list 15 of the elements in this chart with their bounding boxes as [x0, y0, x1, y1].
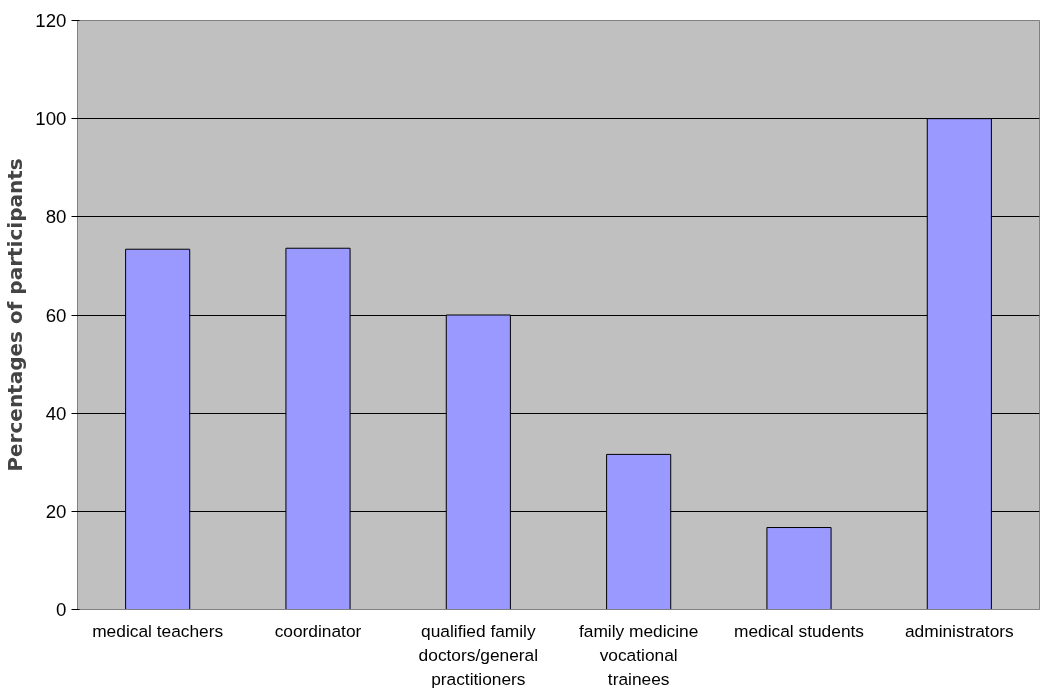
y-tick-label: 20: [45, 500, 67, 522]
x-tick-label: qualified family doctors/general practitioners: [418, 620, 539, 689]
y-axis-title: Percentages of participants: [3, 158, 28, 472]
y-tick-label: 60: [45, 304, 67, 326]
x-tick-label: medical students: [733, 620, 865, 641]
y-tick-label: 100: [35, 108, 67, 130]
y-tick-label: 120: [35, 10, 67, 31]
y-tick-label: 40: [45, 402, 67, 424]
x-tick-label: medical teachers: [92, 620, 224, 641]
x-tick-label: family medicine vocational trainees: [578, 620, 699, 689]
x-tick-label: administrators: [904, 620, 1015, 641]
x-tick-label: coordinator: [274, 620, 362, 641]
bar: [766, 527, 832, 610]
y-tick-label: 80: [45, 206, 67, 228]
y-tick-label: 0: [56, 599, 67, 620]
